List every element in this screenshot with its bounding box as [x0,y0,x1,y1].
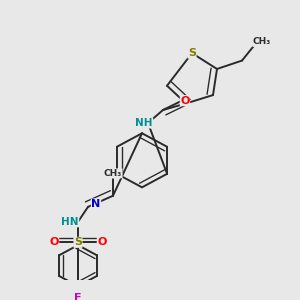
Text: O: O [49,237,59,247]
Text: N: N [92,199,100,209]
Text: S: S [74,237,82,247]
Text: F: F [74,293,82,300]
Text: O: O [180,96,190,106]
Text: CH₃: CH₃ [104,169,122,178]
Text: CH₃: CH₃ [253,38,271,46]
Text: S: S [188,48,196,58]
Text: NH: NH [135,118,153,128]
Text: O: O [97,237,107,247]
Text: HN: HN [61,217,79,227]
